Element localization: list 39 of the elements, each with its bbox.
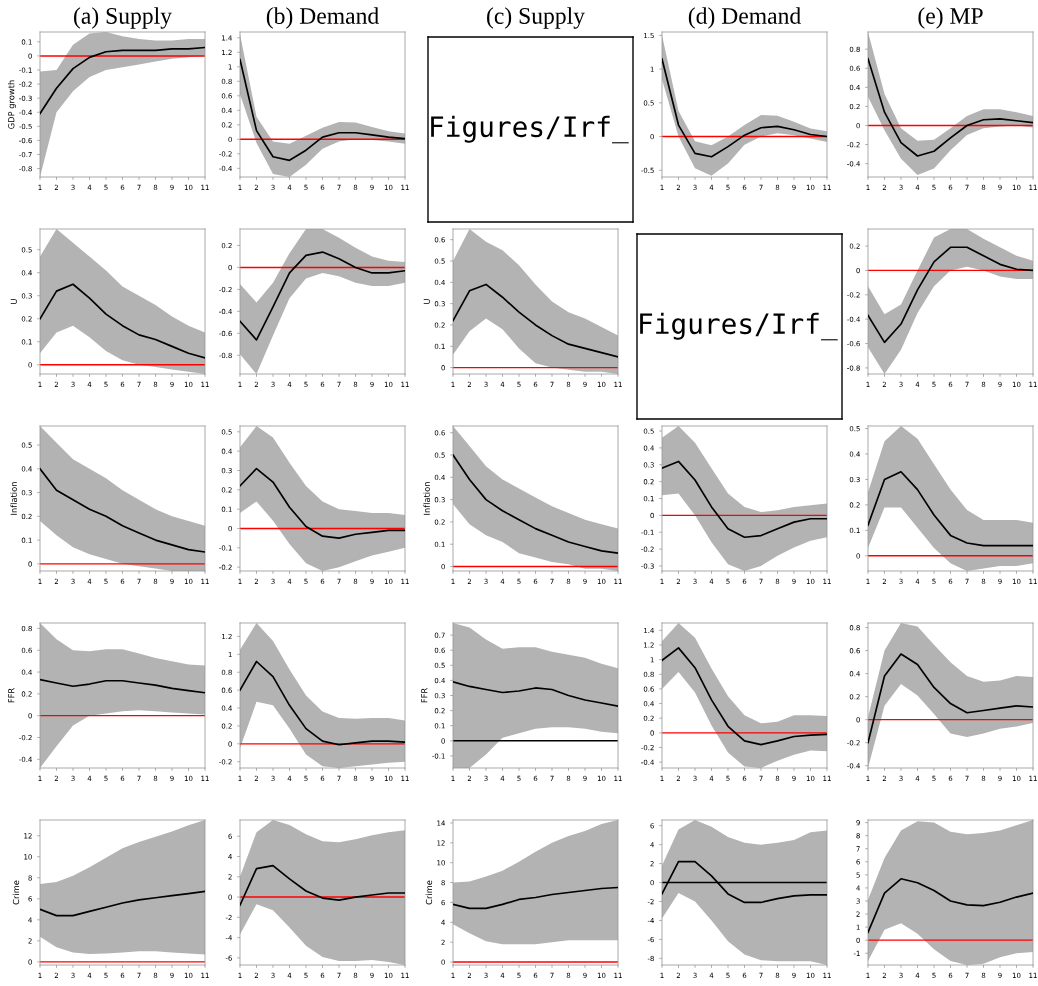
line-series <box>662 647 827 746</box>
chart-title: (b) Demand <box>266 7 379 29</box>
chart-title: (e) MP <box>918 7 983 29</box>
line-series <box>40 678 205 694</box>
line-series <box>240 660 405 746</box>
chart-title: (a) Supply <box>74 7 172 29</box>
chart-title: (d) Demand <box>688 7 801 29</box>
line-series <box>240 58 405 162</box>
line-series <box>453 454 618 554</box>
line-series <box>453 886 618 910</box>
line-series <box>40 283 205 359</box>
line-series <box>662 460 827 539</box>
line-series <box>868 470 1033 547</box>
text: Figures/Irf_ <box>431 115 629 144</box>
line-series <box>868 877 1033 934</box>
line-series <box>868 653 1033 744</box>
line-series <box>453 283 618 358</box>
line-series <box>662 860 827 904</box>
line-series <box>240 864 405 907</box>
y-axis-title: Inflation <box>423 482 430 515</box>
line-series <box>40 467 205 553</box>
line-series <box>240 251 405 341</box>
line-series <box>868 57 1033 157</box>
text: (c) Supply <box>487 7 585 29</box>
y-axis-title: FFR <box>8 688 15 703</box>
line-series <box>240 467 405 539</box>
line-series <box>40 890 205 917</box>
line-series <box>868 246 1033 344</box>
text: Figures/Irf_ <box>640 312 838 341</box>
y-axis-title: U <box>423 299 430 304</box>
y-axis-title: FFR <box>421 688 428 703</box>
y-axis-title: GDP growth <box>7 80 17 129</box>
line-series <box>453 681 618 707</box>
y-axis-title: Inflation <box>10 482 17 515</box>
y-axis-title: Crime <box>425 880 433 905</box>
line-series <box>40 46 205 115</box>
y-axis-title: Crime <box>12 880 20 905</box>
line-series <box>662 58 827 158</box>
y-axis-title: U <box>10 299 17 304</box>
